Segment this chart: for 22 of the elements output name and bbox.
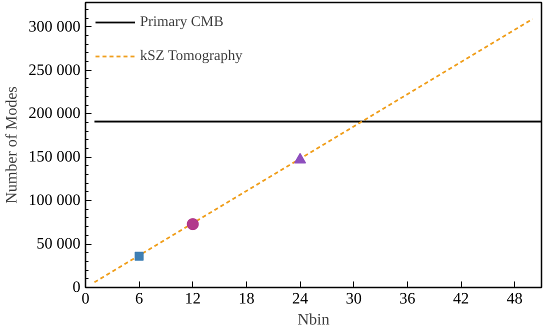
x-tick-label: 48: [506, 290, 523, 308]
x-tick-label: 30: [346, 290, 362, 308]
point: [186, 218, 199, 230]
y-tick-label: 150 000: [28, 148, 80, 166]
y-axis-title: Number of Modes: [4, 86, 20, 204]
legend-label: kSZ Tomography: [140, 48, 243, 64]
y-tick-label: 50 000: [36, 236, 80, 253]
x-tick-label: 36: [399, 290, 416, 308]
y-tick-label: 100 000: [28, 192, 80, 210]
x-tick-label: 18: [238, 290, 254, 308]
y-tick-label: 300 000: [28, 18, 80, 36]
legend-label: Primary CMB: [140, 14, 224, 30]
x-axis-title: Nbin: [298, 312, 330, 328]
x-tick-label: 42: [453, 290, 470, 308]
y-tick-label: 250 000: [28, 62, 80, 79]
y-tick-label: 0: [72, 279, 80, 296]
point: [134, 252, 144, 261]
y-tick-label: 200 000: [28, 105, 80, 122]
x-tick-label: 24: [292, 290, 308, 308]
point: [294, 152, 306, 164]
x-tick-label: 12: [184, 290, 201, 308]
x-tick-label: 6: [135, 290, 144, 308]
